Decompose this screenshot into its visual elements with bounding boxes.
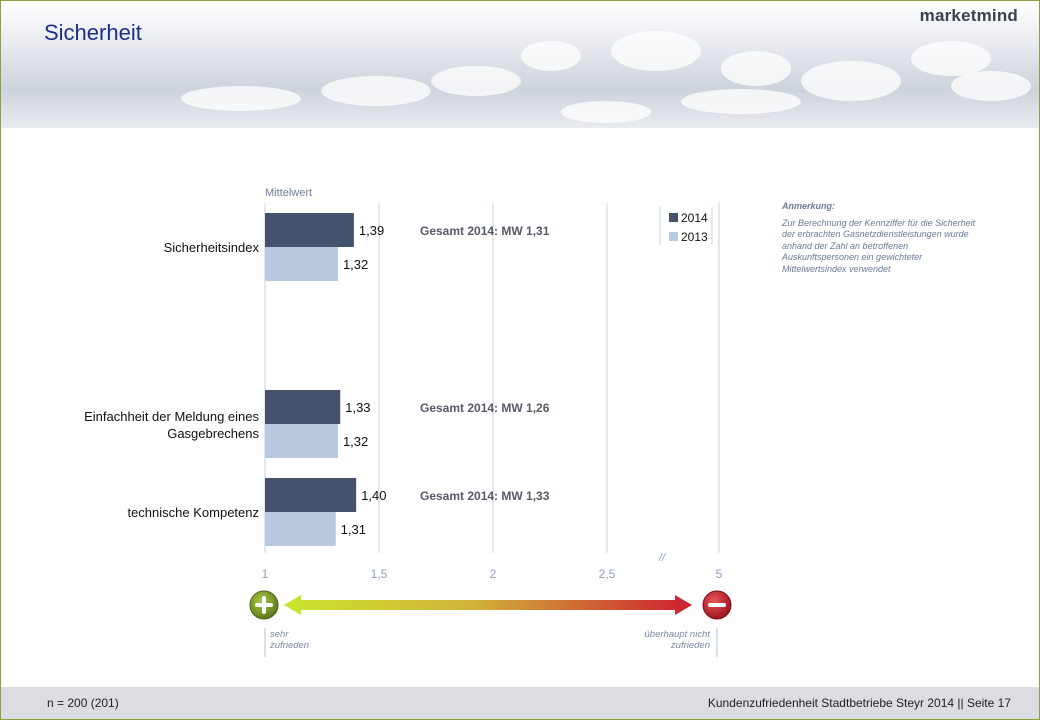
bar-2014 (265, 390, 341, 424)
bar-2014 (265, 478, 357, 512)
category-label: Gasgebrechens (167, 426, 259, 441)
bar-2013 (265, 424, 338, 458)
note-text: Zur Berechnung der Kennziffer für die Si… (782, 217, 976, 274)
x-tick-label: 2,5 (599, 567, 616, 581)
bar-value-label: 1,32 (343, 434, 368, 449)
category-label: Einfachheit der Meldung eines (84, 409, 259, 424)
scale-label-right: überhaupt nicht zufrieden (644, 629, 711, 651)
bar-value-label: 1,33 (345, 400, 370, 415)
bar-value-label: 1,40 (361, 488, 386, 503)
scale-label-left: sehr zufrieden (270, 629, 310, 651)
x-tick-label: 5 (716, 567, 723, 581)
note-box: Anmerkung: Zur Berechnung der Kennziffer… (782, 201, 977, 275)
footer-page-info: Kundenzufriedenheit Stadtbetriebe Steyr … (707, 696, 1011, 710)
category-label: technische Kompetenz (127, 505, 259, 520)
legend-label: 2013 (681, 230, 708, 244)
footer-sample-size: n = 200 (201) (47, 696, 119, 710)
legend-swatch-2013 (669, 232, 678, 241)
total-annotation: Gesamt 2014: MW 1,26 (420, 401, 550, 415)
satisfaction-scale-arrow (284, 595, 692, 615)
note-heading: Anmerkung: (782, 201, 836, 211)
footer-bar: n = 200 (201) Kundenzufriedenheit Stadtb… (1, 687, 1039, 719)
x-tick-label: 1,5 (371, 567, 388, 581)
legend-label: 2014 (681, 211, 708, 225)
axis-title: Mittelwert (265, 187, 312, 199)
bar-value-label: 1,31 (341, 522, 366, 537)
header-banner (1, 1, 1039, 128)
legend-swatch-2014 (669, 213, 678, 222)
x-tick-label: 1 (262, 567, 269, 581)
bar-2013 (265, 512, 336, 546)
bar-value-label: 1,39 (359, 223, 384, 238)
brand-logo: marketmind (919, 6, 1018, 25)
x-tick-label: 2 (490, 567, 497, 581)
bar-2014 (265, 213, 354, 247)
category-label: Sicherheitsindex (164, 240, 260, 255)
bar-value-label: 1,32 (343, 257, 368, 272)
bar-2013 (265, 247, 338, 281)
total-annotation: Gesamt 2014: MW 1,31 (420, 224, 550, 238)
plus-icon-glyph (255, 596, 273, 614)
axis-break-mark: // (658, 552, 666, 564)
page-title: Sicherheit (44, 20, 142, 45)
total-annotation: Gesamt 2014: MW 1,33 (420, 489, 550, 503)
